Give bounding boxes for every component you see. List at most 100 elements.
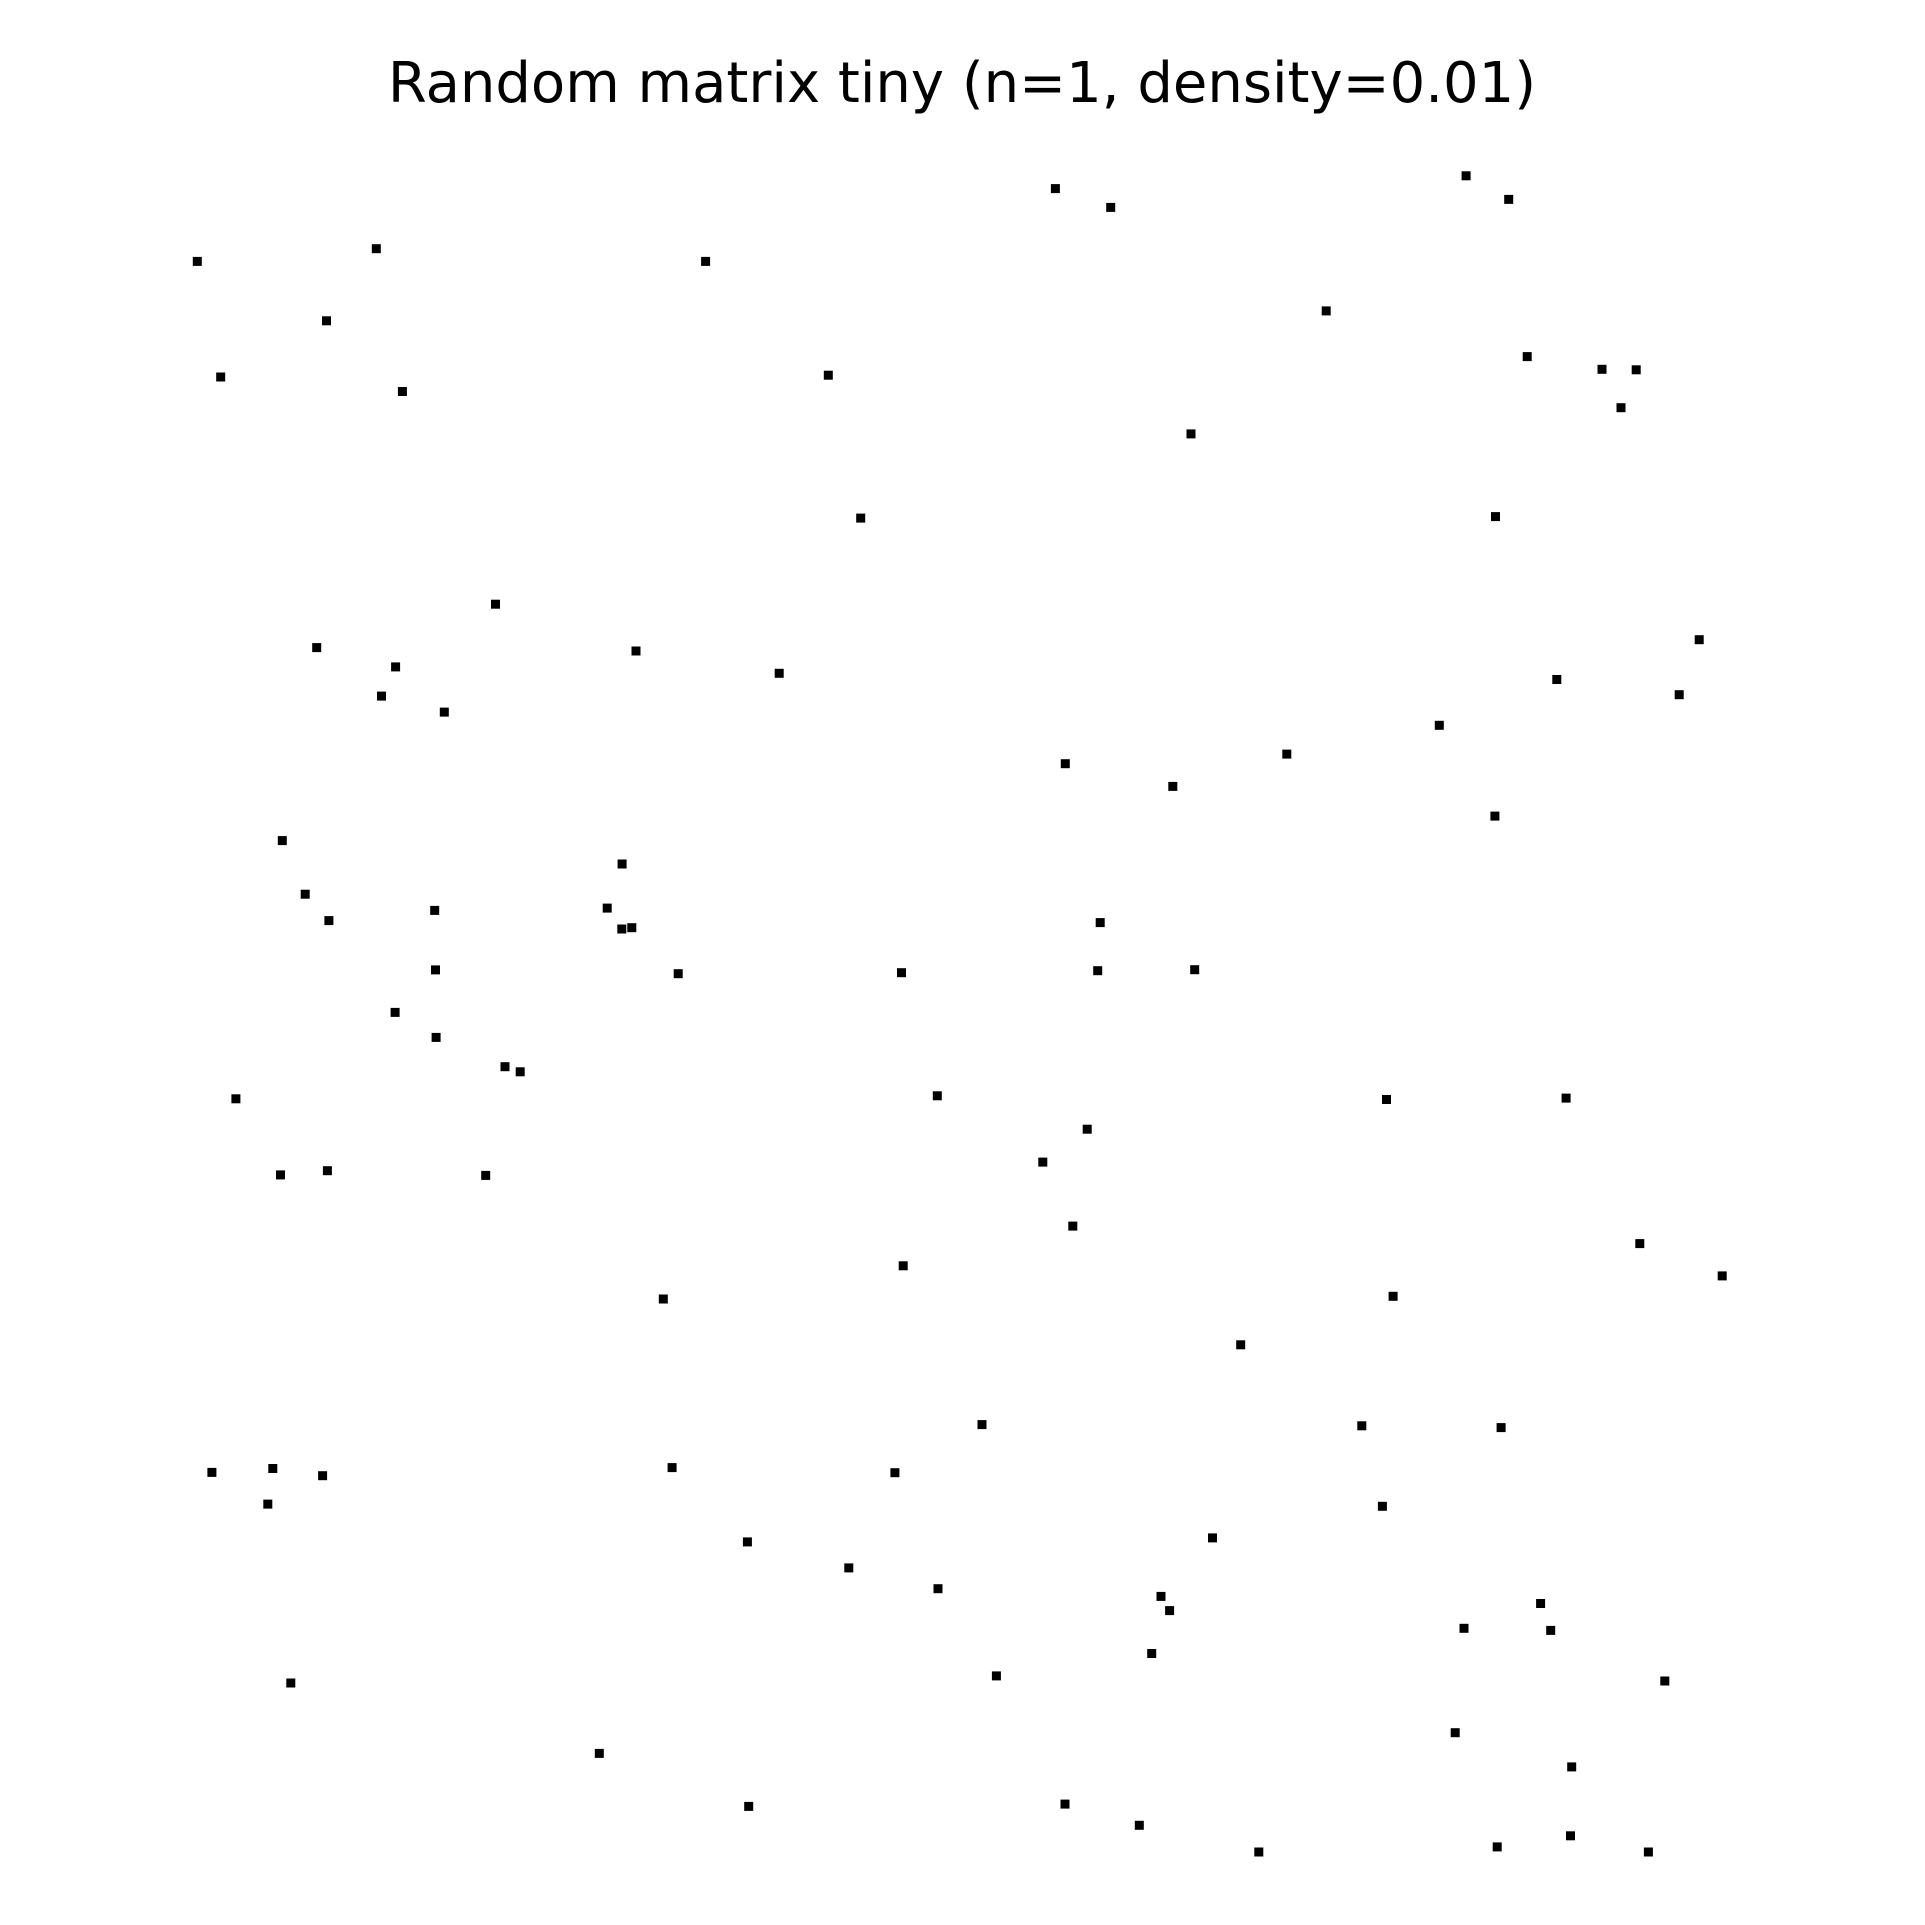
data-point-100 [1643, 1847, 1653, 1857]
data-point-95 [1060, 1799, 1070, 1809]
data-point-23 [377, 691, 386, 701]
data-point-71 [207, 1467, 217, 1477]
data-point-26 [1552, 675, 1562, 684]
data-point-75 [667, 1463, 677, 1473]
data-point-90 [286, 1678, 296, 1688]
data-points [192, 171, 1727, 1857]
data-point-5 [371, 244, 381, 254]
data-point-0 [1050, 184, 1060, 194]
data-point-93 [594, 1748, 604, 1758]
data-point-96 [1134, 1820, 1144, 1830]
data-point-85 [1459, 1623, 1469, 1633]
data-point-25 [1694, 635, 1704, 645]
data-point-18 [1491, 512, 1500, 522]
data-point-70 [1496, 1423, 1506, 1433]
data-point-66 [1388, 1291, 1398, 1301]
data-point-30 [1060, 759, 1070, 769]
data-point-22 [391, 662, 401, 672]
data-point-35 [617, 859, 627, 869]
data-point-42 [1095, 918, 1105, 928]
data-point-74 [263, 1499, 273, 1509]
data-point-99 [1566, 1831, 1575, 1841]
data-point-81 [933, 1584, 943, 1594]
data-point-19 [491, 599, 500, 609]
data-point-12 [1522, 352, 1532, 362]
data-point-49 [431, 1032, 441, 1042]
data-point-7 [322, 316, 331, 326]
data-point-87 [1147, 1649, 1157, 1658]
data-point-1 [1106, 202, 1116, 212]
data-point-78 [1208, 1533, 1217, 1543]
data-point-45 [1093, 966, 1103, 976]
data-point-38 [324, 916, 334, 926]
data-point-11 [823, 370, 833, 380]
data-point-51 [515, 1067, 525, 1077]
data-point-28 [439, 707, 449, 717]
data-point-61 [1068, 1221, 1078, 1231]
data-point-10 [397, 387, 407, 396]
data-point-69 [1357, 1421, 1367, 1431]
data-point-52 [231, 1094, 241, 1104]
data-point-91 [1450, 1728, 1460, 1738]
data-point-92 [1567, 1762, 1577, 1772]
data-point-56 [1082, 1124, 1092, 1134]
data-point-6 [701, 256, 711, 266]
data-point-58 [276, 1170, 285, 1180]
data-point-8 [1321, 306, 1331, 316]
data-point-27 [1674, 690, 1684, 700]
data-point-79 [742, 1537, 752, 1547]
data-point-82 [1156, 1591, 1166, 1601]
data-point-73 [318, 1471, 328, 1481]
data-point-53 [932, 1091, 942, 1101]
chart-title: Random matrix tiny (n=1, density=0.01) [388, 51, 1536, 116]
data-point-43 [673, 969, 683, 979]
data-point-4 [192, 256, 202, 266]
data-point-89 [1660, 1676, 1670, 1686]
data-point-13 [1597, 364, 1607, 374]
data-point-60 [481, 1170, 491, 1180]
data-point-46 [1190, 965, 1200, 975]
data-point-33 [1490, 811, 1500, 821]
data-point-83 [1165, 1606, 1175, 1616]
data-point-65 [658, 1294, 668, 1304]
data-point-24 [774, 668, 784, 678]
data-point-94 [744, 1801, 754, 1811]
data-point-67 [1236, 1340, 1246, 1350]
data-point-55 [1561, 1093, 1571, 1103]
data-point-29 [1434, 720, 1444, 730]
data-point-31 [1282, 749, 1292, 759]
data-point-80 [844, 1563, 854, 1573]
data-point-40 [617, 924, 627, 934]
data-point-2 [1461, 171, 1471, 181]
data-point-14 [1631, 365, 1641, 375]
data-point-17 [856, 513, 866, 523]
data-point-32 [1168, 781, 1178, 791]
data-point-98 [1492, 1842, 1502, 1852]
data-point-54 [1382, 1095, 1391, 1104]
data-point-72 [268, 1464, 278, 1473]
data-point-97 [1254, 1847, 1264, 1857]
data-point-50 [500, 1062, 510, 1072]
data-point-63 [1635, 1239, 1645, 1249]
data-point-84 [1536, 1599, 1546, 1608]
data-point-59 [322, 1166, 332, 1176]
data-point-9 [216, 372, 226, 382]
data-point-68 [977, 1420, 987, 1430]
data-point-20 [312, 643, 322, 653]
data-point-86 [1546, 1625, 1556, 1635]
data-point-57 [1038, 1157, 1048, 1167]
data-point-77 [1377, 1501, 1387, 1511]
data-point-21 [631, 646, 641, 656]
data-point-64 [1717, 1271, 1727, 1281]
data-point-47 [431, 965, 440, 975]
data-point-34 [277, 836, 287, 846]
data-point-37 [430, 905, 440, 915]
data-point-88 [991, 1671, 1001, 1681]
data-point-44 [897, 968, 906, 978]
data-point-36 [300, 889, 310, 899]
data-point-15 [1616, 403, 1626, 413]
data-point-76 [890, 1468, 900, 1478]
data-point-3 [1504, 194, 1514, 204]
